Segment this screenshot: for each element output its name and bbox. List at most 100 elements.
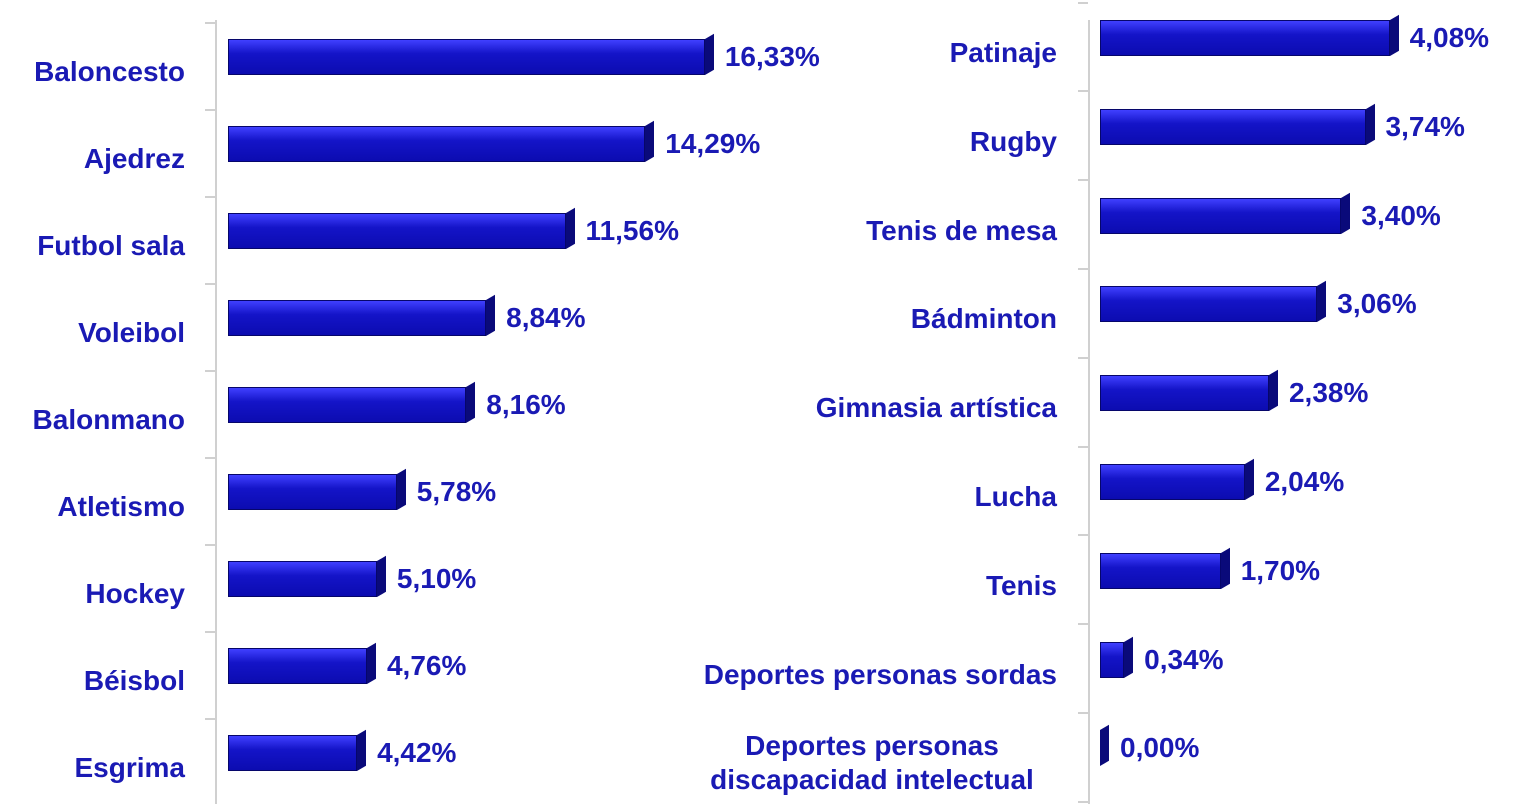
category-label: Rugby <box>657 102 1057 182</box>
value-label: 4,08% <box>1409 22 1490 53</box>
axis-tick <box>205 195 215 198</box>
bar-side <box>1389 14 1399 56</box>
category-label: Hockey <box>0 554 185 634</box>
axis-tick <box>205 369 215 372</box>
bar <box>1100 375 1269 412</box>
value-label: 1,70% <box>1240 554 1321 586</box>
category-text: Futbol sala <box>37 230 185 261</box>
bar-side <box>1220 547 1230 589</box>
bar <box>1100 286 1318 323</box>
category-label: Voleibol <box>0 293 185 373</box>
axis-tick <box>205 21 215 24</box>
value-label: 16,33% <box>724 41 820 72</box>
bar <box>1100 197 1342 234</box>
bar <box>1100 464 1245 500</box>
category-label: Deportes personas discapacidad intelectu… <box>657 723 1057 803</box>
bar <box>228 735 358 771</box>
bar-side <box>396 468 406 510</box>
category-text: Rugby <box>969 125 1057 157</box>
category-text: Voleibol <box>78 317 185 348</box>
category-label: Balonmano <box>0 380 185 460</box>
category-text: Hockey <box>85 578 185 609</box>
category-text: Tenis <box>985 569 1057 601</box>
category-label: Ajedrez <box>0 119 185 199</box>
category-text: Ajedrez <box>83 143 185 174</box>
value-label: 5,10% <box>396 563 477 594</box>
axis-tick <box>1078 800 1088 803</box>
bar-side <box>366 642 376 684</box>
bar <box>228 561 377 597</box>
bar <box>1100 108 1366 145</box>
axis-tick <box>1078 712 1088 714</box>
category-text: Patinaje <box>949 37 1057 68</box>
category-label: Tenis <box>657 546 1057 626</box>
category-axis <box>215 20 217 804</box>
category-text: Lucha <box>974 481 1057 512</box>
category-text: Bádminton <box>910 303 1057 335</box>
value-label: 8,84% <box>506 302 586 333</box>
axis-tick <box>205 282 215 285</box>
value-label: 8,16% <box>486 389 566 420</box>
bar-side <box>486 294 496 336</box>
category-label: Lucha <box>657 457 1057 537</box>
category-label: Bádminton <box>657 279 1057 359</box>
bar-side <box>357 729 367 771</box>
category-label: Deportes personas sordas <box>657 635 1057 715</box>
bar-side <box>1244 458 1254 500</box>
value-label: 0,34% <box>1144 643 1224 675</box>
bar-side <box>645 120 655 162</box>
axis-tick <box>1078 90 1088 93</box>
axis-tick <box>1078 534 1088 537</box>
axis-tick <box>205 456 215 459</box>
category-label: Baloncesto <box>0 32 185 112</box>
bar <box>228 39 705 75</box>
bar-side <box>466 381 476 423</box>
axis-tick <box>1078 445 1088 448</box>
axis-tick <box>1078 1 1088 4</box>
value-label: 5,78% <box>416 476 497 507</box>
category-label: Béisbol <box>0 641 185 721</box>
bar <box>228 648 367 684</box>
bar <box>1100 20 1390 56</box>
category-label: Patinaje <box>657 13 1057 93</box>
category-text: Tenis de mesa <box>866 214 1057 246</box>
category-label: Atletismo <box>0 467 185 547</box>
bar <box>1100 641 1125 678</box>
category-text: Deportes personas discapacidad intelectu… <box>710 730 1034 796</box>
bar <box>228 300 487 336</box>
bar-side <box>1100 725 1109 767</box>
category-axis <box>1088 20 1090 804</box>
bar <box>228 213 566 249</box>
axis-tick <box>1078 268 1088 270</box>
bar-side <box>1365 103 1375 145</box>
bar-side <box>1341 192 1351 234</box>
category-text: Balonmano <box>32 404 185 435</box>
bar <box>228 126 646 162</box>
value-label: 4,76% <box>386 650 467 681</box>
category-text: Béisbol <box>83 665 185 696</box>
axis-tick <box>1078 623 1088 626</box>
category-text: Esgrima <box>74 752 186 783</box>
category-text: Atletismo <box>57 491 185 522</box>
bar <box>228 387 467 423</box>
axis-tick <box>205 108 215 111</box>
bar <box>1100 552 1221 589</box>
bar-side <box>1124 636 1134 678</box>
value-label: 0,00% <box>1120 732 1200 764</box>
category-text: Deportes personas sordas <box>703 658 1057 690</box>
value-label: 2,38% <box>1288 377 1369 409</box>
value-label: 3,74% <box>1385 110 1465 142</box>
value-label: 11,56% <box>585 215 679 246</box>
bar-side <box>1268 369 1278 412</box>
value-label: 2,04% <box>1264 466 1345 497</box>
axis-tick <box>205 717 215 720</box>
bar-side <box>1317 281 1327 323</box>
category-label: Gimnasia artística <box>657 368 1057 448</box>
axis-tick <box>205 543 215 546</box>
category-label: Futbol sala <box>0 206 185 286</box>
bar-side <box>376 555 386 597</box>
category-text: Baloncesto <box>34 56 185 87</box>
axis-tick <box>205 630 215 633</box>
value-label: 14,29% <box>665 128 761 159</box>
